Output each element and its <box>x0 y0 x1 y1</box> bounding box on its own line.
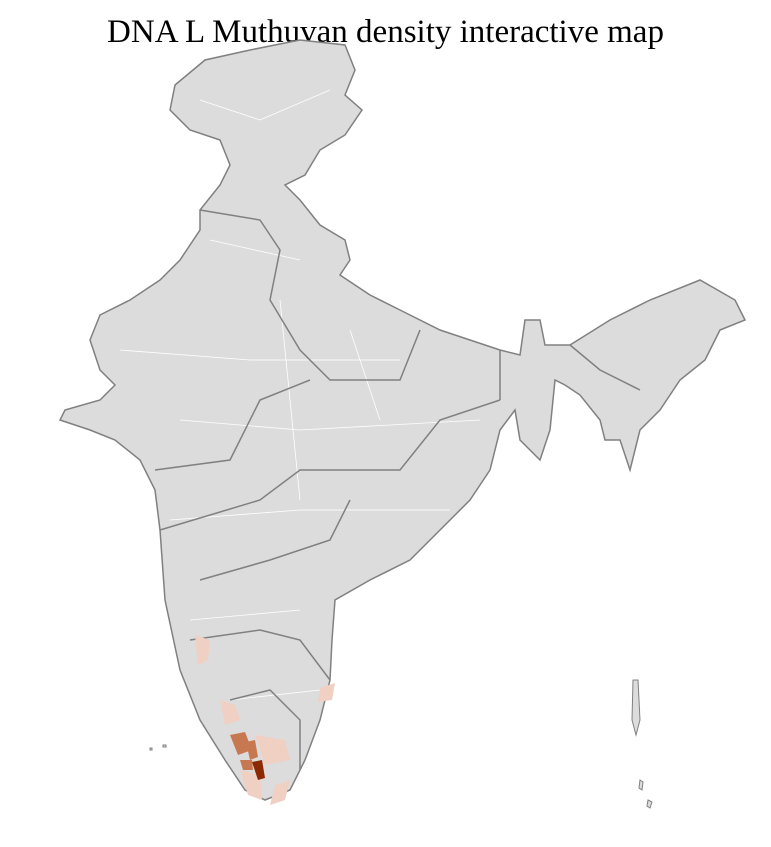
district-low[interactable] <box>195 635 210 665</box>
islands <box>149 679 653 809</box>
district-low[interactable] <box>255 735 290 765</box>
density-districts <box>195 635 335 805</box>
district-medium[interactable] <box>240 760 253 770</box>
lakshadweep <box>149 744 167 751</box>
district-low[interactable] <box>270 780 290 805</box>
andaman-islands <box>631 679 641 737</box>
district-low[interactable] <box>318 683 335 702</box>
india-outline[interactable] <box>58 39 747 801</box>
district-medium[interactable] <box>246 740 258 760</box>
district-low[interactable] <box>220 700 240 725</box>
map-title: DNA L Muthuvan density interactive map <box>107 14 664 50</box>
district-low[interactable] <box>240 770 262 800</box>
district-medium[interactable] <box>230 732 252 755</box>
state-borders <box>154 209 641 770</box>
nicobar-islands <box>638 779 653 809</box>
district-high[interactable] <box>252 760 265 780</box>
